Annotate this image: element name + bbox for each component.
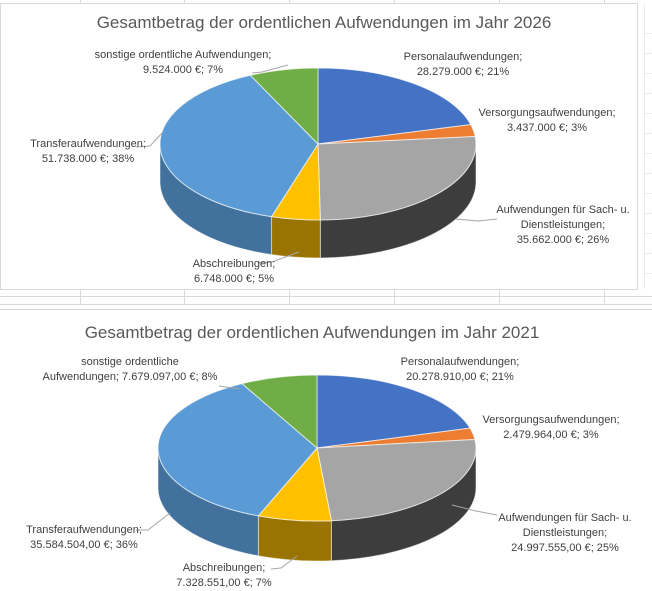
gridline: [0, 304, 652, 305]
data-label-personalaufwendungen-2026: Personalaufwendungen; 28.279.000 €; 21%: [403, 51, 523, 78]
gridline: [184, 0, 185, 3]
data-label-aufwendungen-für-sach-u-dienstleistungen-2021: Aufwendungen für Sach- u. Dienstleistunge…: [498, 512, 632, 554]
gridline: [645, 193, 652, 194]
gridline: [394, 0, 395, 3]
leader-line-aufwendungen-für-sach-u-dienstleistungen-2026: [455, 218, 498, 222]
pie-slice-personalaufwendungen-2026[interactable]: [317, 67, 472, 145]
pie-slice-aufwendungen-für-sach-u-dienstleistungen-2021[interactable]: [316, 438, 477, 522]
gridline: [80, 0, 81, 3]
data-label-abschreibungen-2021: Abschreibungen; 7.328.551,00 €; 7%: [176, 562, 272, 589]
gridline: [645, 253, 652, 254]
data-label-personalaufwendungen-2021: Personalaufwendungen; 20.278.910,00 €; 21…: [400, 356, 520, 383]
gridline: [644, 3, 645, 289]
leader-line-transferaufwendungen-2021: [136, 512, 171, 531]
gridline: [0, 296, 652, 297]
gridline: [645, 113, 652, 114]
pie-slice-sonstige-ordentliche-aufwendungen-2021[interactable]: [241, 374, 318, 449]
gridline: [645, 53, 652, 54]
gridline: [645, 153, 652, 154]
gridline: [604, 0, 605, 3]
data-label-transferaufwendungen-2026: Transferaufwendungen; 51.738.000 €; 38%: [30, 138, 146, 165]
data-label-transferaufwendungen-2021: Transferaufwendungen; 35.584.504,00 €; 36…: [26, 524, 142, 551]
leader-line-abschreibungen-2021: [270, 555, 298, 570]
data-label-aufwendungen-für-sach-u-dienstleistungen-2026: Aufwendungen für Sach- u. Dienstleistunge…: [496, 204, 630, 246]
gridline: [645, 213, 652, 214]
pie-slice-aufwendungen-für-sach-u-dienstleistungen-2026[interactable]: [317, 136, 477, 221]
data-label-abschreibungen-2026: Abschreibungen; 6.748.000 €; 5%: [192, 258, 276, 285]
data-label-sonstige-ordentliche-aufwendungen-2026: sonstige ordentliche Aufwendungen; 9.524.…: [94, 49, 272, 76]
gridline: [645, 73, 652, 74]
gridline: [645, 273, 652, 274]
leader-line-sonstige-ordentliche-aufwendungen-2026: [251, 64, 289, 74]
pie-slice-transferaufwendungen-2021[interactable]: [157, 383, 318, 517]
chart-title-2026: Gesamtbetrag der ordentlichen Aufwendung…: [96, 13, 552, 32]
chart-title-2021: Gesamtbetrag der ordentlichen Aufwendung…: [84, 323, 540, 342]
gridline: [645, 173, 652, 174]
leader-line-transferaufwendungen-2026: [135, 132, 163, 148]
gridline: [289, 0, 290, 3]
pie-slice-sonstige-ordentliche-aufwendungen-2026[interactable]: [249, 67, 319, 145]
leader-line-aufwendungen-für-sach-u-dienstleistungen-2021: [451, 504, 498, 516]
pie-slice-transferaufwendungen-2026[interactable]: [159, 74, 319, 218]
data-label-sonstige-ordentliche-aufwendungen-2021: sonstige ordentliche Aufwendungen; 7.679.…: [42, 356, 218, 383]
leader-line-sonstige-ordentliche-aufwendungen-2021: [218, 385, 241, 390]
data-label-versorgungsaufwendungen-2026: Versorgungsaufwendungen; 3.437.000 €; 3%: [478, 107, 616, 134]
data-label-versorgungsaufwendungen-2021: Versorgungsaufwendungen; 2.479.964,00 €; …: [482, 414, 620, 441]
gridline: [645, 233, 652, 234]
gridline: [645, 133, 652, 134]
gridline: [645, 93, 652, 94]
pie-slice-personalaufwendungen-2021[interactable]: [316, 374, 471, 449]
gridline: [645, 33, 652, 34]
leader-line-abschreibungen-2026: [257, 251, 300, 264]
gridline: [499, 0, 500, 3]
